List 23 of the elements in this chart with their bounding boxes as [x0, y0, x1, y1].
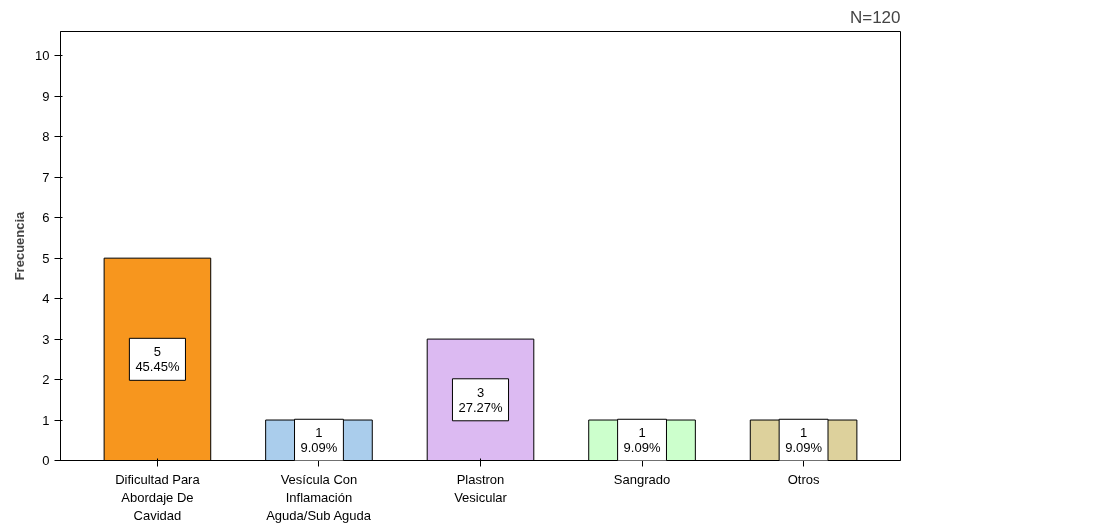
x-tick-label: Vesícula Con Inflamación Aguda/Sub Aguda	[266, 471, 372, 523]
y-tick-label: 1	[42, 412, 50, 428]
y-tick-label: 9	[42, 88, 50, 104]
y-tick-label: 10	[35, 48, 50, 64]
data-label: 1 9.09%	[785, 425, 823, 456]
y-axis-title: Frecuencia	[12, 210, 28, 281]
y-tick-label: 7	[42, 169, 50, 185]
data-label: 1 9.09%	[623, 425, 661, 456]
text: N=120	[849, 7, 901, 27]
data-label: 1 9.09%	[300, 425, 338, 456]
data-label: 3 27.27%	[458, 384, 503, 415]
x-tick-label: Plastron Vesicular	[454, 471, 508, 505]
y-tick-label: 4	[42, 291, 50, 307]
y-tick-label: 5	[42, 250, 50, 266]
x-tick-label: Sangrado	[613, 471, 671, 487]
x-tick-label: Otros	[787, 471, 820, 487]
data-label: 5 45.45%	[135, 344, 180, 375]
y-tick-label: 8	[42, 129, 50, 145]
y-tick-label: 3	[42, 331, 50, 347]
x-tick-label: Dificultad Para Abordaje De Cavidad	[115, 471, 201, 523]
y-tick-label: 0	[42, 453, 50, 468]
y-tick-label: 2	[42, 372, 50, 388]
y-tick-label: 6	[42, 210, 50, 226]
